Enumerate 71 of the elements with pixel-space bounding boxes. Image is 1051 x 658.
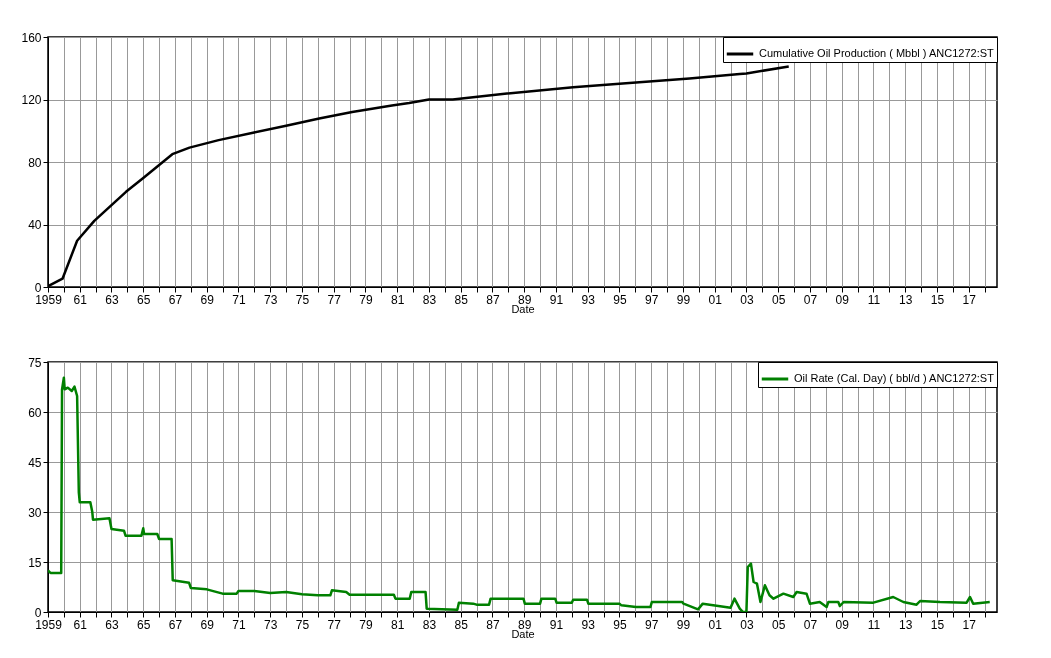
y-tick-label: 120 [21,93,42,107]
x-tick-label: 67 [168,617,183,632]
y-tick-label: 160 [21,30,42,45]
y-tick-label: 0 [34,605,42,620]
x-tick-label: 61 [73,292,88,307]
legend-label: Cumulative Oil Production ( Mbbl ) ANC1272:ST [759,47,995,59]
x-tick-label: 17 [962,292,977,307]
x-tick-label: 97 [645,292,659,307]
x-tick-label: 95 [613,292,627,307]
x-tick-label: 05 [772,617,786,632]
x-tick-label: 91 [549,292,564,307]
x-tick-label: 75 [295,292,310,307]
x-tick-label: 85 [454,292,469,307]
x-tick-label: 03 [740,292,754,307]
y-tick-label: 30 [28,505,42,520]
x-tick-label: 91 [549,617,564,632]
x-tick-label: 67 [168,292,183,307]
x-tick-label: 01 [708,292,723,307]
y-tick-label: 80 [28,155,42,170]
x-tick-label: 93 [581,617,596,632]
x-tick-label: 99 [676,617,691,632]
x-tick-label: 81 [391,292,405,307]
x-tick-label: 11 [867,617,881,632]
x-tick-label: 05 [772,292,786,307]
x-tick-label: 17 [962,617,977,632]
x-tick-label: 83 [422,617,437,632]
x-tick-label: 65 [137,617,151,632]
x-tick-label: 1959 [35,617,63,632]
x-tick-label: 13 [898,617,913,632]
x-tick-label: 99 [676,292,691,307]
legend-label: Oil Rate (Cal. Day) ( bbl/d ) ANC1272:ST [794,372,995,384]
x-tick-label: 71 [232,292,246,307]
x-tick-label: 01 [708,617,723,632]
x-tick-label: 85 [454,617,469,632]
x-tick-label: 95 [613,617,627,632]
x-tick-label: 69 [200,292,215,307]
x-tick-label: 83 [422,292,437,307]
x-tick-label: 97 [645,617,659,632]
x-tick-label: 07 [803,617,818,632]
x-tick-label: 87 [486,292,500,307]
x-tick-label: 13 [898,292,913,307]
x-tick-label: 79 [359,292,373,307]
x-tick-label: 65 [137,292,151,307]
x-tick-label: 07 [803,292,818,307]
x-tick-label: 09 [835,292,850,307]
x-tick-label: 03 [740,617,754,632]
x-tick-label: 1959 [35,292,63,307]
x-tick-label: 75 [295,617,310,632]
x-tick-label: 63 [105,617,119,632]
x-tick-label: 61 [73,617,88,632]
y-tick-label: 0 [34,280,42,295]
x-tick-label: 69 [200,617,215,632]
x-tick-label: 11 [867,292,881,307]
x-tick-label: 87 [486,617,500,632]
x-tick-label: 81 [391,617,405,632]
x-tick-label: 79 [359,617,373,632]
x-tick-label: 15 [930,292,945,307]
y-tick-label: 45 [28,455,42,470]
x-tick-label: 93 [581,292,596,307]
x-tick-label: 73 [264,292,278,307]
y-tick-label: 60 [28,405,42,420]
y-tick-label: 15 [28,555,42,570]
x-tick-label: 73 [264,617,278,632]
x-tick-label: 77 [327,292,342,307]
y-tick-label: 40 [28,218,42,232]
x-tick-label: 09 [835,617,850,632]
y-tick-label: 75 [28,355,42,370]
x-tick-label: 71 [232,617,246,632]
x-tick-label: 15 [930,617,945,632]
x-tick-label: 63 [105,292,119,307]
x-tick-label: 77 [327,617,342,632]
